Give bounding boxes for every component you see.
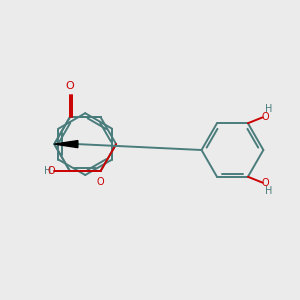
Text: O: O [261, 178, 269, 188]
Text: O: O [97, 177, 104, 188]
Text: O: O [65, 81, 74, 91]
Text: H: H [44, 166, 51, 176]
Text: O: O [261, 112, 269, 122]
Text: O: O [47, 166, 55, 176]
Text: H: H [265, 186, 272, 196]
Text: H: H [265, 104, 272, 114]
Polygon shape [54, 141, 78, 148]
